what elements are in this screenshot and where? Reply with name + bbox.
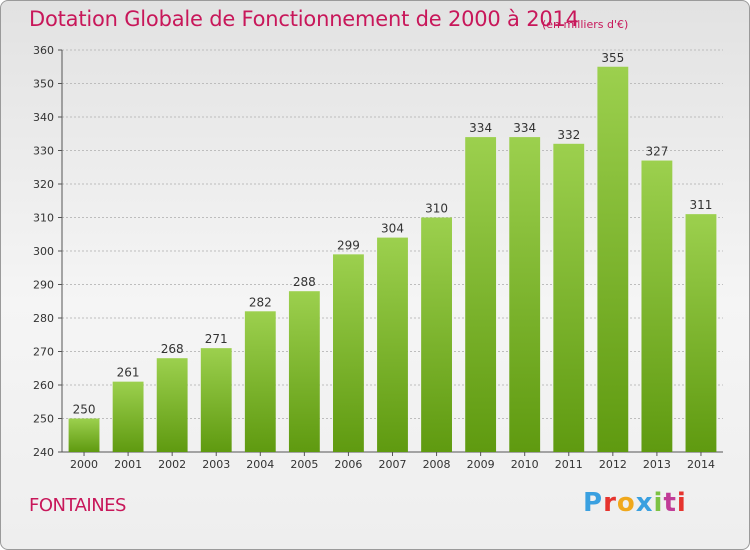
data-label: 304 [381, 222, 404, 236]
x-tick-label: 2006 [334, 458, 362, 471]
y-tick-label: 310 [33, 212, 54, 225]
logo-letter: i [653, 488, 664, 518]
data-label: 250 [73, 403, 96, 417]
bar-2012 [597, 66, 629, 452]
y-tick-label: 320 [33, 178, 54, 191]
x-tick-label: 2014 [687, 458, 715, 471]
data-label: 355 [601, 51, 624, 65]
chart-title: Dotation Globale de Fonctionnement de 20… [29, 7, 579, 31]
bar-2000 [68, 418, 100, 452]
x-tick-label: 2011 [555, 458, 583, 471]
bar-2001 [112, 381, 144, 452]
bar-2008 [421, 217, 452, 452]
logo-letter: r [603, 488, 617, 518]
y-tick-labels: 240 250 260 270 280 290 300 310 320 330 340 350 360 [33, 44, 54, 459]
x-tick-label: 2001 [114, 458, 142, 471]
bar-2003 [200, 348, 232, 452]
data-label: 268 [161, 342, 184, 356]
x-tick-label: 2009 [467, 458, 495, 471]
x-tick-label: 2000 [70, 458, 98, 471]
y-tick-label: 240 [33, 446, 54, 459]
y-tick-label: 250 [33, 413, 54, 426]
data-label: 271 [205, 332, 228, 346]
x-tick-label: 2013 [643, 458, 671, 471]
data-label: 334 [469, 121, 492, 135]
x-tick-label: 2007 [379, 458, 407, 471]
y-tick-label: 290 [33, 279, 54, 292]
y-tick-label: 280 [33, 312, 54, 325]
chart-subtitle: (en milliers d'€) [542, 18, 629, 31]
data-label: 282 [249, 295, 272, 309]
bar-2007 [377, 237, 408, 452]
logo-letter: x [635, 488, 654, 518]
y-tick-label: 330 [33, 145, 54, 158]
bar-2004 [244, 311, 276, 452]
y-tick-label: 300 [33, 245, 54, 258]
x-tick-label: 2002 [158, 458, 186, 471]
bars [68, 66, 717, 453]
y-tick-label: 350 [33, 78, 54, 91]
x-tick-label: 2008 [423, 458, 451, 471]
logo-letter: i [676, 488, 687, 518]
logo-letter: P [583, 488, 604, 518]
x-tick-label: 2012 [599, 458, 627, 471]
data-label: 327 [645, 145, 668, 159]
x-tick-label: 2005 [290, 458, 318, 471]
bar-2011 [553, 143, 585, 453]
bar-2009 [465, 137, 497, 452]
data-label: 332 [557, 128, 580, 142]
x-tick-labels: 2000 2001 2002 2003 2004 2005 2006 2007 2008 2009… [70, 458, 715, 471]
data-labels: 250 261 268 271 282 288 299 304 310 334 334 332 355 3… [73, 51, 713, 417]
proxiti-logo: Proxiti [583, 488, 687, 518]
bar-2002 [156, 358, 188, 452]
logo-letter: t [663, 488, 677, 518]
bar-2006 [333, 254, 364, 452]
y-tick-label: 340 [33, 111, 54, 124]
y-tick-label: 360 [33, 44, 54, 57]
commune-name: FONTAINES [29, 495, 126, 516]
bar-2013 [641, 160, 673, 453]
data-label: 311 [690, 198, 713, 212]
bar-2010 [509, 137, 541, 452]
x-tick-label: 2003 [202, 458, 230, 471]
data-label: 288 [293, 275, 316, 289]
data-label: 310 [425, 202, 448, 216]
x-tick-label: 2010 [511, 458, 539, 471]
bar-2005 [288, 291, 320, 452]
data-label: 261 [117, 366, 140, 380]
data-label: 299 [337, 238, 360, 252]
y-tick-label: 270 [33, 346, 54, 359]
y-tick-label: 260 [33, 379, 54, 392]
logo-letter: o [616, 488, 636, 518]
data-label: 334 [513, 121, 536, 135]
x-tick-label: 2004 [246, 458, 274, 471]
bar-2014 [685, 214, 717, 452]
